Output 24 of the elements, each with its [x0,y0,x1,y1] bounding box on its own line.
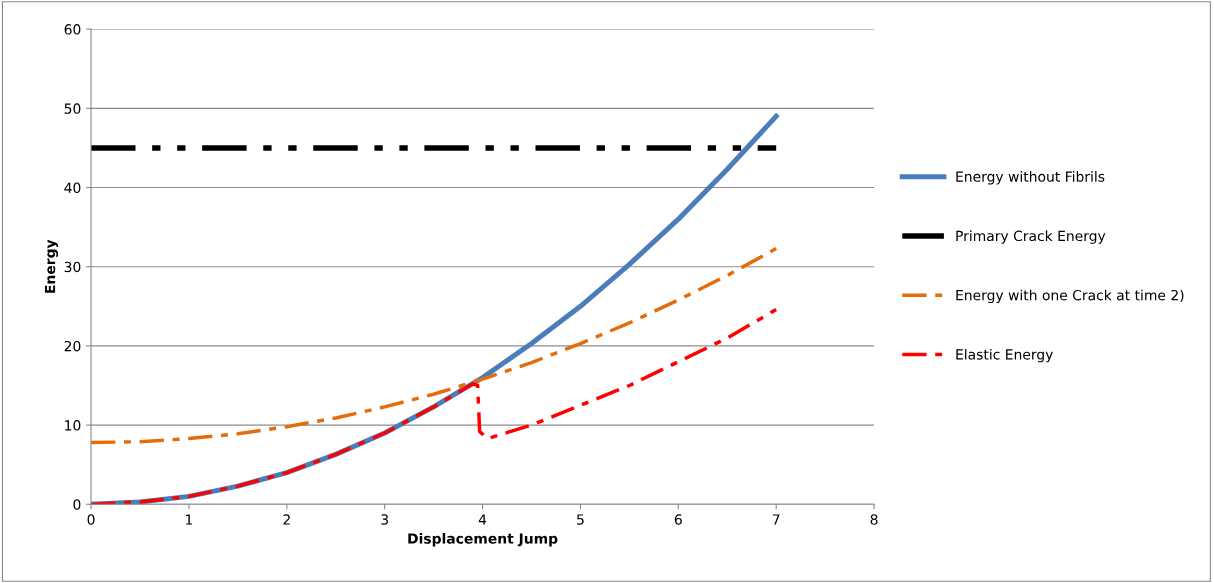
legend-label: Elastic Energy [956,348,1053,363]
y-tick-label: 60 [64,24,81,35]
x-tick-label: 2 [283,514,290,525]
x-tick-label: 0 [87,514,95,525]
x-tick-label: 6 [674,514,682,525]
legend-label: Energy with one Crack at time 2) [956,289,1184,304]
x-tick-label: 4 [478,514,487,525]
y-tick-label: 20 [64,340,81,352]
legend-label: Energy without Fibrils [956,171,1105,185]
y-tick-label: 40 [64,182,81,194]
x-axis-title: Displacement Jump [408,533,558,547]
y-tick-label: 0 [73,499,81,510]
legend-label: Primary Crack Energy [956,230,1106,244]
x-tick-label: 5 [577,514,584,525]
y-tick-label: 30 [64,261,81,273]
x-tick-label: 1 [186,514,193,525]
x-tick-label: 8 [870,514,878,525]
x-tick-label: 3 [381,514,388,525]
y-axis-title: Energy [44,239,59,293]
x-tick-label: 7 [772,514,780,525]
line-series [91,307,778,505]
line-series [91,246,778,445]
y-tick-label: 50 [64,103,81,114]
y-tick-label: 10 [65,420,81,431]
